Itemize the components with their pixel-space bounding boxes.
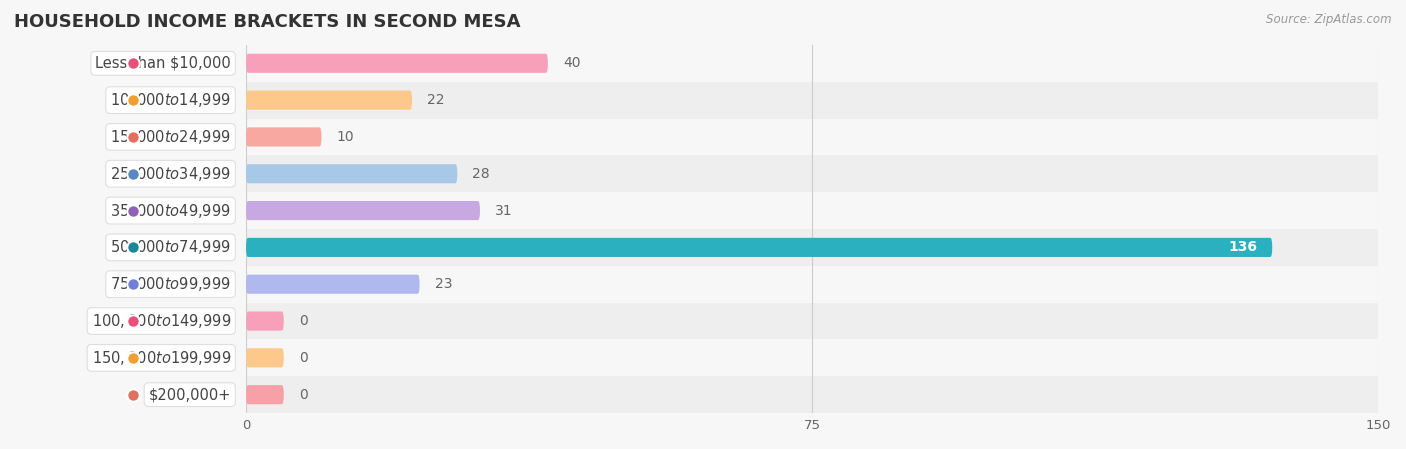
- FancyBboxPatch shape: [246, 385, 284, 404]
- Text: 0: 0: [299, 387, 308, 402]
- Text: 23: 23: [434, 277, 453, 291]
- Text: HOUSEHOLD INCOME BRACKETS IN SECOND MESA: HOUSEHOLD INCOME BRACKETS IN SECOND MESA: [14, 13, 520, 31]
- Text: $15,000 to $24,999: $15,000 to $24,999: [110, 128, 231, 146]
- Text: Less than $10,000: Less than $10,000: [96, 56, 231, 71]
- FancyBboxPatch shape: [246, 91, 412, 110]
- FancyBboxPatch shape: [246, 275, 419, 294]
- Bar: [0, 119, 1378, 155]
- Text: $75,000 to $99,999: $75,000 to $99,999: [110, 275, 231, 293]
- Text: 0: 0: [299, 351, 308, 365]
- Bar: [0, 266, 1378, 303]
- Text: 10: 10: [336, 130, 354, 144]
- Bar: [0, 376, 1378, 413]
- Text: 22: 22: [427, 93, 444, 107]
- Bar: [0, 192, 1378, 229]
- Text: 31: 31: [495, 203, 513, 218]
- Text: 40: 40: [562, 56, 581, 70]
- Bar: [0, 155, 1378, 192]
- Text: $100,000 to $149,999: $100,000 to $149,999: [91, 312, 231, 330]
- Bar: [0, 82, 1378, 119]
- FancyBboxPatch shape: [246, 238, 1272, 257]
- FancyBboxPatch shape: [246, 348, 284, 367]
- Bar: [0, 339, 1378, 376]
- Text: $35,000 to $49,999: $35,000 to $49,999: [110, 202, 231, 220]
- Text: $50,000 to $74,999: $50,000 to $74,999: [110, 238, 231, 256]
- Text: 136: 136: [1229, 240, 1257, 255]
- Bar: [0, 303, 1378, 339]
- FancyBboxPatch shape: [246, 164, 457, 183]
- Text: 28: 28: [472, 167, 491, 181]
- Text: $150,000 to $199,999: $150,000 to $199,999: [91, 349, 231, 367]
- Bar: [0, 45, 1378, 82]
- Text: $25,000 to $34,999: $25,000 to $34,999: [110, 165, 231, 183]
- Text: $10,000 to $14,999: $10,000 to $14,999: [110, 91, 231, 109]
- Bar: [0, 229, 1378, 266]
- Text: 0: 0: [299, 314, 308, 328]
- FancyBboxPatch shape: [246, 54, 548, 73]
- FancyBboxPatch shape: [246, 201, 479, 220]
- FancyBboxPatch shape: [246, 312, 284, 330]
- FancyBboxPatch shape: [246, 128, 322, 146]
- Text: $200,000+: $200,000+: [149, 387, 231, 402]
- Text: Source: ZipAtlas.com: Source: ZipAtlas.com: [1267, 13, 1392, 26]
